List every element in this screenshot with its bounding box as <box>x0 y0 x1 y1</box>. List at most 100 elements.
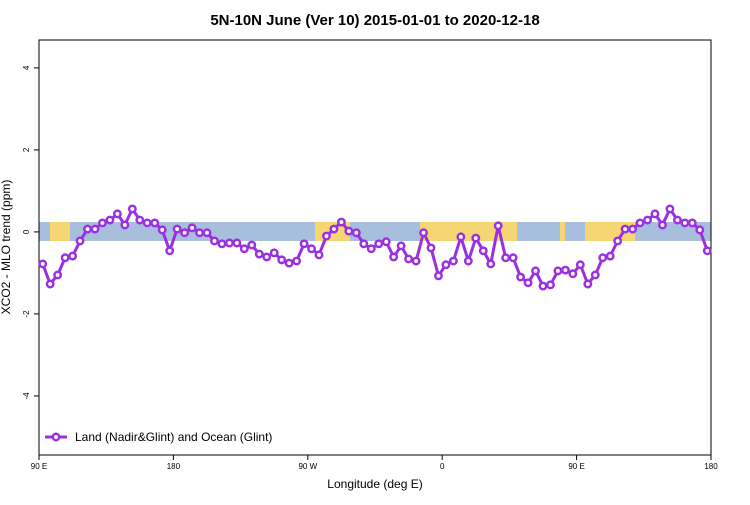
x-tick-label: 0 <box>440 462 445 471</box>
y-tick-label: 4 <box>22 65 31 70</box>
point <box>314 250 324 260</box>
point <box>620 224 630 234</box>
x-tick-label: 90 E <box>568 462 584 471</box>
point <box>486 259 496 269</box>
point <box>434 271 443 281</box>
point <box>680 218 690 228</box>
land-patch <box>560 222 565 241</box>
y-tick-label: 0 <box>22 229 31 234</box>
point <box>404 254 414 264</box>
y-axis-label: XCO2 - MLO trend (ppm) <box>0 180 13 315</box>
point <box>239 244 249 254</box>
point <box>672 215 682 225</box>
x-tick-label: 180 <box>704 462 718 471</box>
point <box>643 215 652 225</box>
point <box>538 281 548 291</box>
land-ocean-mask <box>39 222 711 241</box>
point <box>702 246 712 256</box>
point <box>232 238 242 248</box>
chart-title: 5N-10N June (Ver 10) 2015-01-01 to 2020-… <box>210 12 539 29</box>
point <box>150 218 160 228</box>
point <box>628 224 638 234</box>
point <box>456 232 466 242</box>
point <box>516 272 526 282</box>
point <box>195 228 204 238</box>
point <box>180 228 190 238</box>
x-axis-label: Longitude (deg E) <box>327 477 422 491</box>
legend-marker <box>51 432 61 442</box>
point <box>127 204 137 214</box>
point <box>568 269 578 279</box>
point <box>359 239 369 249</box>
point <box>501 253 511 263</box>
point <box>493 221 503 231</box>
point <box>650 209 660 219</box>
land-patch <box>50 222 70 241</box>
point <box>262 252 272 262</box>
point <box>38 259 48 269</box>
point <box>210 236 219 246</box>
x-tick-label: 90 W <box>298 462 317 471</box>
point <box>284 258 294 268</box>
point <box>448 256 458 266</box>
point <box>299 239 309 249</box>
point <box>508 253 518 263</box>
point <box>336 217 346 227</box>
point <box>590 270 600 280</box>
point <box>224 238 234 248</box>
point <box>60 253 70 263</box>
point <box>53 270 63 280</box>
point <box>165 246 175 256</box>
y-tick-label: -2 <box>22 310 31 318</box>
point <box>344 226 354 236</box>
y-tick-label: 2 <box>22 147 31 152</box>
point <box>441 260 451 270</box>
point <box>583 279 593 289</box>
point <box>531 266 540 276</box>
point <box>277 255 287 265</box>
point <box>665 204 675 214</box>
point <box>658 220 667 230</box>
point <box>351 228 361 238</box>
point <box>374 239 384 249</box>
point <box>83 224 92 234</box>
point <box>523 278 533 288</box>
point <box>105 215 115 225</box>
point <box>381 237 391 247</box>
point <box>90 224 100 234</box>
point <box>478 246 488 256</box>
point <box>322 231 331 241</box>
point <box>247 240 257 250</box>
point <box>553 266 563 276</box>
point <box>68 251 78 261</box>
point <box>112 209 122 219</box>
point <box>187 223 197 233</box>
point <box>202 228 212 238</box>
plot-frame <box>38 39 712 456</box>
point <box>396 241 406 251</box>
x-tick-label: 180 <box>167 462 181 471</box>
point <box>292 256 302 266</box>
point <box>254 249 264 259</box>
point <box>687 218 697 228</box>
point <box>695 225 705 235</box>
point <box>471 233 481 243</box>
point <box>120 220 130 230</box>
point <box>269 248 279 258</box>
point <box>75 236 85 246</box>
legend-label: Land (Nadir&Glint) and Ocean (Glint) <box>75 430 272 444</box>
x-tick-label: 90 E <box>31 462 47 471</box>
point <box>45 279 55 289</box>
point <box>546 280 555 290</box>
point <box>307 244 316 254</box>
point <box>135 215 145 225</box>
point <box>217 239 227 249</box>
point <box>329 224 339 234</box>
point <box>426 243 436 253</box>
point <box>560 265 570 275</box>
point <box>605 251 615 261</box>
point <box>172 224 182 234</box>
point <box>411 256 421 266</box>
point <box>389 252 399 262</box>
